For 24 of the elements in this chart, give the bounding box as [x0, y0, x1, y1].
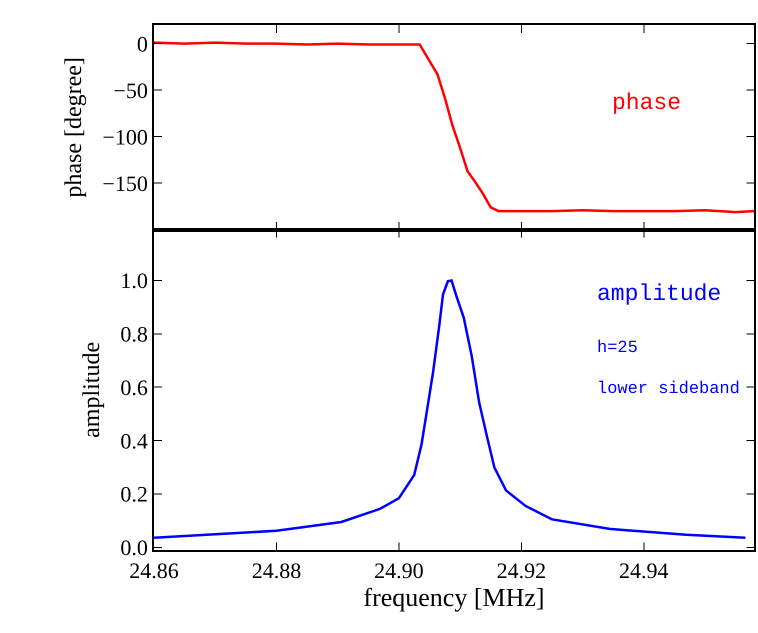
- x-tick-label: 24.86: [129, 558, 179, 584]
- y-tick-label: −100: [102, 124, 148, 150]
- line-series: [154, 279, 747, 539]
- y-tick-label: 0.8: [120, 322, 148, 347]
- y-axis-title: amplitude: [78, 342, 105, 438]
- y-tick-label: −50: [113, 78, 148, 103]
- annotation: amplitude: [597, 281, 722, 307]
- line-series: [154, 41, 754, 214]
- y-tick-label: 0: [136, 31, 148, 56]
- y-tick-label: 1.0: [120, 268, 148, 294]
- x-tick-label: 24.94: [619, 558, 669, 584]
- annotation: lower sideband: [597, 380, 740, 399]
- y-axis-title: phase [degree]: [61, 57, 88, 198]
- x-axis-title: frequency [MHz]: [363, 583, 545, 612]
- x-tick-label: 24.92: [496, 558, 546, 584]
- y-tick-label: −150: [102, 170, 148, 196]
- y-tick-label: 0.2: [120, 482, 148, 507]
- y-tick-label: 0.0: [120, 535, 148, 560]
- annotation: phase: [612, 90, 682, 116]
- y-tick-label: 0.6: [120, 374, 148, 400]
- annotation: h=25: [597, 339, 638, 358]
- x-tick-label: 24.88: [252, 558, 302, 584]
- x-tick-label: 24.90: [374, 558, 424, 584]
- y-tick-label: 0.4: [120, 428, 148, 454]
